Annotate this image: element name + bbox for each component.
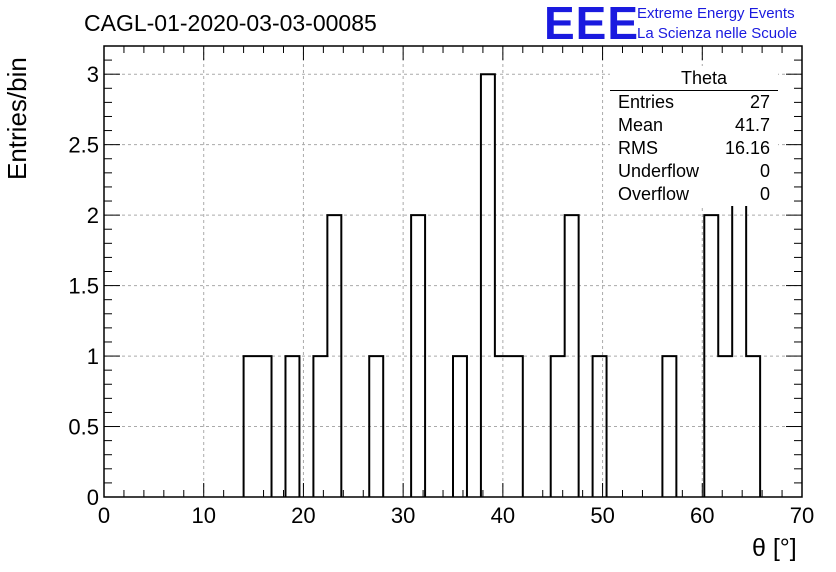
x-tick-label: 0 — [98, 503, 110, 528]
stats-label: Underflow — [618, 161, 700, 181]
y-axis-label: Entries/bin — [2, 57, 32, 180]
stats-box: Theta Entries 27 Mean 41.7 RMS 16.16 Und… — [610, 66, 778, 206]
stats-value: 16.16 — [724, 138, 770, 158]
y-tick-label: 1.5 — [68, 274, 99, 299]
stats-value: 27 — [749, 92, 770, 112]
stats-row: Entries 27 — [610, 91, 778, 114]
logo-caption: Extreme Energy Events La Scienza nelle S… — [637, 4, 797, 44]
y-tick-label: 0.5 — [68, 415, 99, 440]
stats-label: Mean — [618, 115, 664, 135]
logo-caption-line2: La Scienza nelle Scuole — [637, 25, 798, 42]
stats-row: Mean 41.7 — [610, 114, 778, 137]
stats-value: 0 — [759, 161, 770, 181]
y-tick-label: 1 — [87, 344, 99, 369]
stats-title: Theta — [610, 66, 778, 91]
x-tick-label: 60 — [690, 503, 714, 528]
stats-row: Underflow 0 — [610, 160, 778, 183]
stats-label: Entries — [618, 92, 675, 112]
chart-title: CAGL-01-2020-03-03-00085 — [84, 10, 377, 36]
x-tick-label: 70 — [790, 503, 814, 528]
logo-caption-line1: Extreme Energy Events — [637, 5, 795, 22]
x-tick-label: 30 — [391, 503, 415, 528]
x-tick-label: 20 — [291, 503, 315, 528]
stats-row: RMS 16.16 — [610, 137, 778, 160]
y-tick-label: 0 — [87, 485, 99, 510]
stats-row: Overflow 0 — [610, 183, 778, 206]
histogram-outline — [242, 73, 762, 497]
x-tick-label: 50 — [590, 503, 614, 528]
histogram-bin — [258, 356, 272, 497]
stats-label: RMS — [618, 138, 658, 158]
y-tick-label: 2 — [87, 203, 99, 228]
stats-value: 0 — [759, 184, 770, 204]
eee-logo: EEE — [544, 0, 640, 49]
x-axis-label: θ [°] — [752, 534, 797, 562]
stats-value: 41.7 — [734, 115, 770, 135]
y-tick-label: 3 — [87, 62, 99, 87]
stats-label: Overflow — [618, 184, 690, 204]
x-tick-label: 10 — [191, 503, 215, 528]
x-tick-label: 40 — [491, 503, 515, 528]
y-tick-label: 2.5 — [68, 133, 99, 158]
